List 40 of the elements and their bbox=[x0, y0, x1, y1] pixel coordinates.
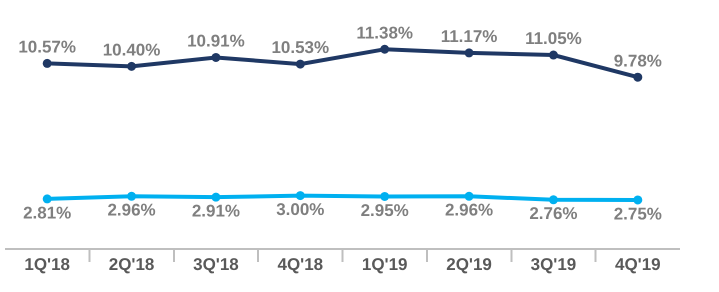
point bbox=[633, 195, 642, 204]
x-tick-label: 3Q'18 bbox=[193, 255, 239, 274]
x-tick-label: 2Q'19 bbox=[446, 255, 492, 274]
data-label: 2.81% bbox=[23, 203, 72, 222]
point bbox=[211, 192, 220, 202]
x-tick-label: 4Q'19 bbox=[614, 255, 661, 274]
data-label: 2.95% bbox=[360, 200, 409, 220]
data-label: 2.96% bbox=[444, 200, 494, 220]
x-tick-label: 2Q'18 bbox=[108, 255, 154, 274]
data-label: 2.91% bbox=[192, 202, 240, 221]
data-label: 10.57% bbox=[18, 38, 76, 57]
data-label: 2.76% bbox=[529, 204, 578, 224]
data-label: 11.17% bbox=[440, 27, 498, 46]
point bbox=[548, 50, 558, 60]
point bbox=[42, 194, 52, 204]
x-tick-label: 1Q'19 bbox=[362, 255, 408, 274]
data-label: 9.78% bbox=[614, 51, 662, 70]
data-label: 11.38% bbox=[356, 23, 414, 42]
point bbox=[296, 191, 305, 200]
point bbox=[464, 48, 474, 58]
point bbox=[42, 58, 52, 68]
data-label: 10.40% bbox=[102, 40, 160, 60]
x-tick-label: 4Q'18 bbox=[277, 255, 324, 274]
data-label: 10.91% bbox=[187, 32, 245, 51]
point bbox=[464, 192, 474, 201]
x-tick-label: 3Q'19 bbox=[530, 255, 576, 274]
point bbox=[296, 60, 305, 69]
point bbox=[380, 192, 390, 201]
point bbox=[548, 195, 558, 204]
point bbox=[633, 72, 642, 82]
data-label: 3.00% bbox=[276, 200, 324, 219]
data-label: 11.05% bbox=[525, 29, 582, 48]
data-label: 10.53% bbox=[271, 38, 330, 58]
point bbox=[127, 62, 136, 71]
data-label: 2.96% bbox=[107, 200, 156, 220]
point bbox=[211, 52, 220, 62]
x-tick-label: 1Q'18 bbox=[24, 255, 70, 274]
point bbox=[380, 44, 390, 54]
point bbox=[127, 192, 136, 201]
data-label: 2.75% bbox=[614, 204, 662, 224]
